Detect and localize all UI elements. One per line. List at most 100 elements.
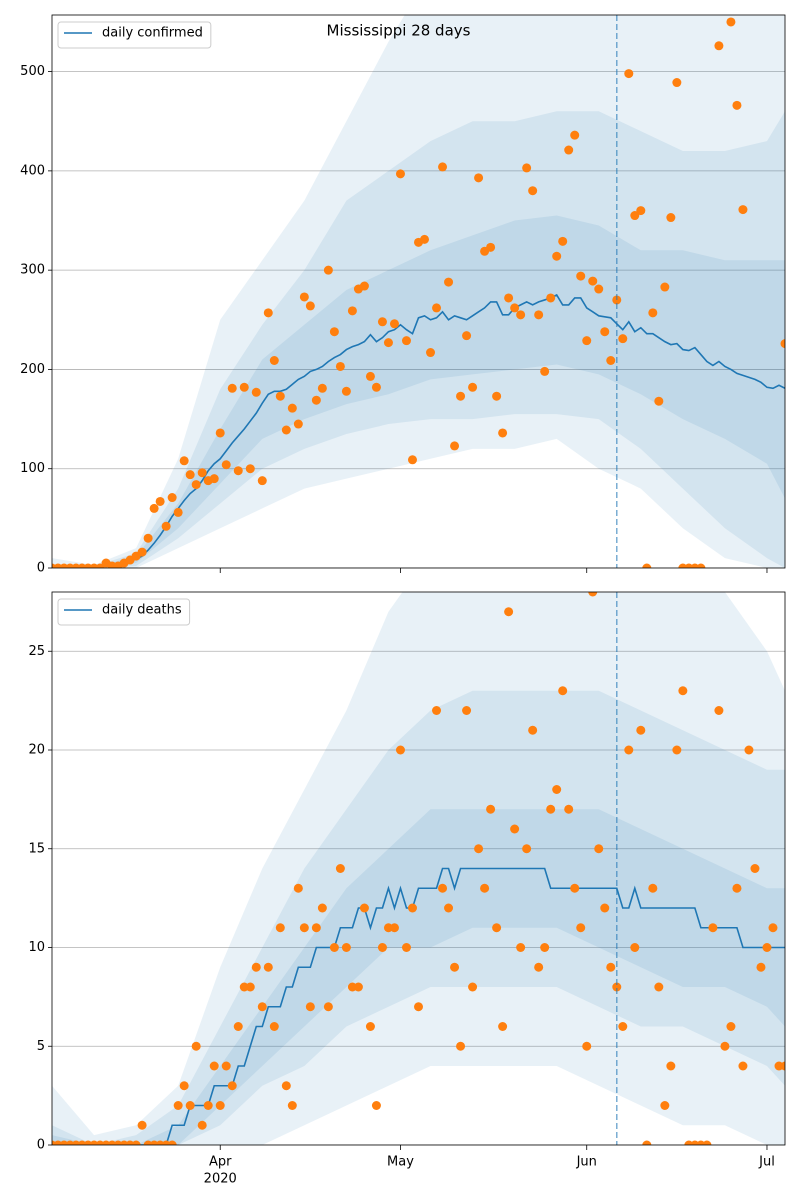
observed-point: [161, 521, 171, 531]
observed-point: [498, 1022, 508, 1031]
observed-point: [726, 1022, 736, 1031]
plot-area: [52, 15, 785, 568]
observed-point: [311, 395, 321, 405]
observed-point: [564, 145, 574, 155]
observed-point: [251, 962, 261, 972]
observed-point: [648, 308, 658, 318]
observed-point: [510, 824, 520, 834]
observed-point: [257, 476, 267, 486]
observed-point: [395, 745, 405, 755]
uncertainty-band: [52, 690, 785, 1145]
legend-label: daily confirmed: [102, 26, 203, 41]
observed-point: [203, 1101, 213, 1110]
observed-point: [209, 474, 219, 484]
observed-point: [359, 281, 369, 291]
observed-point: [588, 592, 598, 597]
legend-box: [57, 598, 191, 626]
observed-point: [564, 804, 574, 814]
observed-point: [323, 265, 333, 275]
observed-point: [780, 339, 785, 349]
observed-point: [630, 943, 640, 952]
observed-point: [335, 361, 345, 371]
observed-point: [660, 282, 670, 292]
x-tick-label: Apr: [209, 1155, 232, 1170]
observed-point: [299, 292, 309, 302]
observed-point: [732, 883, 742, 893]
observed-point: [383, 338, 393, 348]
observed-point: [522, 163, 532, 173]
observed-point: [221, 1061, 231, 1071]
observed-point: [173, 507, 183, 517]
observed-point: [474, 173, 484, 183]
uncertainty-band: [52, 215, 785, 568]
observed-point: [432, 706, 442, 715]
observed-point: [528, 725, 538, 735]
observed-point: [756, 962, 766, 972]
observed-point: [239, 382, 249, 392]
observed-point: [293, 419, 303, 429]
observed-point: [263, 962, 273, 972]
observed-point: [281, 1081, 291, 1091]
observed-point: [432, 303, 442, 313]
observed-point: [221, 460, 231, 470]
observed-point: [534, 962, 544, 972]
observed-point: [612, 982, 622, 992]
observed-point: [606, 356, 616, 366]
observed-point: [642, 1140, 652, 1145]
observed-point: [438, 162, 448, 172]
observed-point: [600, 903, 610, 913]
axes-frame: [51, 14, 786, 569]
observed-point: [401, 336, 411, 346]
observed-point: [558, 686, 568, 696]
observed-point: [492, 391, 502, 401]
observed-point: [251, 387, 261, 397]
observed-point: [317, 903, 327, 913]
observed-point: [486, 242, 496, 252]
y-tick-label: 0: [37, 561, 45, 576]
observed-point: [738, 205, 748, 215]
observed-point: [714, 706, 724, 715]
observed-point: [624, 69, 634, 79]
observed-point: [401, 943, 411, 952]
uncertainty-band: [52, 15, 785, 568]
observed-point: [371, 382, 381, 392]
observed-point: [137, 1120, 147, 1130]
observed-point: [504, 607, 514, 617]
observed-point: [365, 1022, 375, 1031]
observed-point: [462, 331, 472, 341]
observed-point: [552, 785, 562, 794]
x-tick-label: Jul: [758, 1155, 775, 1170]
observed-point: [732, 100, 742, 110]
observed-point: [197, 1120, 207, 1130]
observed-point: [347, 306, 357, 316]
y-tick-label: 25: [28, 644, 45, 659]
observed-point: [329, 943, 339, 952]
observed-point: [648, 883, 658, 893]
observed-point: [672, 78, 682, 88]
observed-point: [666, 213, 676, 223]
observed-point: [606, 962, 616, 972]
observed-point: [179, 1081, 189, 1091]
observed-point: [317, 383, 327, 393]
observed-point: [618, 334, 628, 344]
observed-point: [480, 883, 490, 893]
median-line: [52, 867, 785, 1145]
observed-point: [462, 706, 472, 715]
observed-point: [738, 1061, 748, 1071]
observed-point: [389, 923, 399, 933]
observed-point: [155, 496, 165, 506]
legend-label: daily deaths: [102, 603, 182, 618]
observed-point: [510, 303, 520, 313]
observed-point: [185, 1101, 195, 1110]
observed-point: [167, 493, 177, 503]
uncertainty-band: [52, 592, 785, 1145]
observed-point: [341, 943, 351, 952]
observed-point: [528, 186, 538, 196]
y-tick-label: 200: [20, 362, 45, 377]
observed-point: [275, 923, 285, 933]
observed-point: [137, 547, 147, 557]
observed-point: [630, 211, 640, 221]
x-tick-label: May: [387, 1155, 414, 1170]
observed-point: [558, 236, 568, 246]
observed-point: [570, 130, 580, 140]
